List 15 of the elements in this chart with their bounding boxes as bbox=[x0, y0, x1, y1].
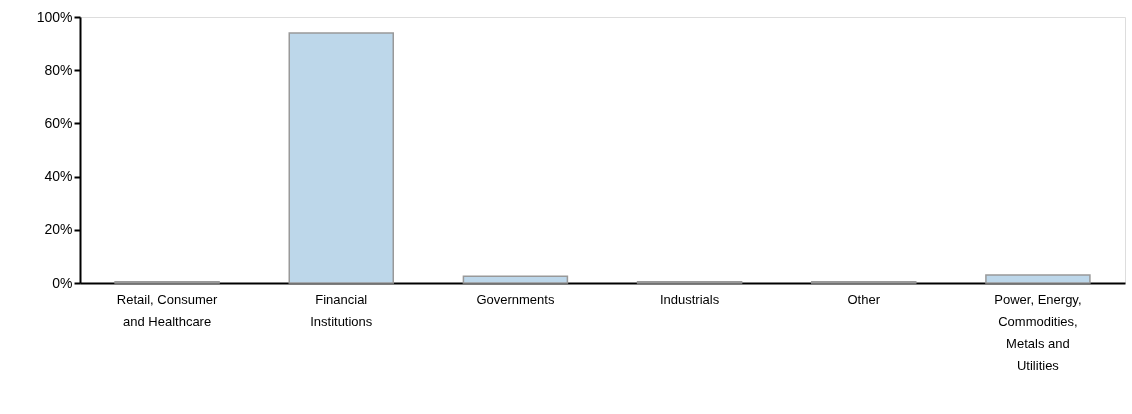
x-tick-label: Industrials bbox=[659, 291, 720, 307]
y-tick-label: 80% bbox=[44, 61, 73, 78]
x-tick-label: Financial Institutions bbox=[310, 291, 373, 329]
x-tick-label: Governments bbox=[476, 291, 555, 307]
y-tick-label: 20% bbox=[44, 221, 73, 238]
x-tick-label: Retail, Consumer and Healthcare bbox=[116, 291, 218, 329]
bar bbox=[288, 32, 394, 284]
x-tick-label: Power, Energy, Commodities, Metals and Utilities bbox=[994, 291, 1082, 373]
y-tick-label: 60% bbox=[44, 114, 73, 131]
y-tick-label: 100% bbox=[36, 8, 73, 25]
x-tick-label: Other bbox=[847, 291, 881, 307]
bar bbox=[985, 274, 1091, 284]
y-tick-label: 40% bbox=[44, 168, 73, 185]
y-tick-label: 0% bbox=[52, 274, 73, 291]
bar bbox=[462, 275, 569, 284]
